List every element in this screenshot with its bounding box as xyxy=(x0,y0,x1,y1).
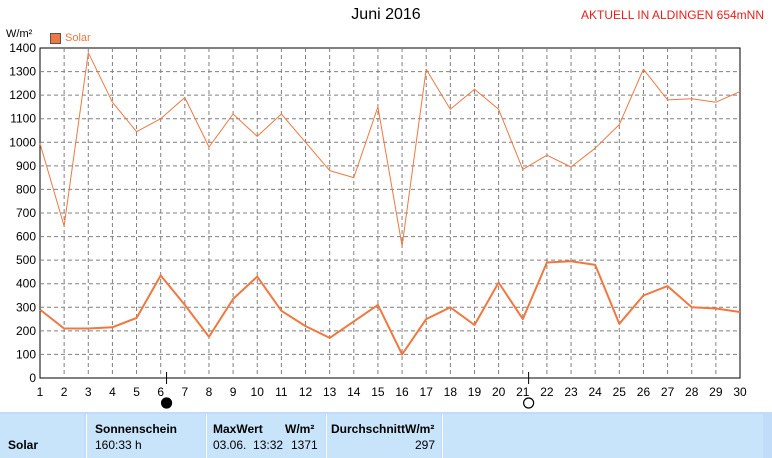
series-line-1 xyxy=(39,52,741,247)
maxwert-date: 03.06. 13:32 xyxy=(213,438,284,452)
legend-label-solar: Solar xyxy=(65,32,91,44)
durchschnitt-label: Durchschnitt xyxy=(331,422,406,436)
x-tick-label: 19 xyxy=(468,385,482,399)
y-tick-label: 1100 xyxy=(10,112,36,126)
x-tick-label: 22 xyxy=(540,385,554,399)
legend: Solar xyxy=(50,32,91,44)
maxwert-unit: W/m² xyxy=(285,422,315,436)
x-tick-label: 6 xyxy=(157,385,164,399)
maxwert-cell: MaxWert W/m² 03.06. 13:32 1371 xyxy=(206,414,325,458)
x-tick-label: 14 xyxy=(347,385,361,399)
durchschnitt-value: 297 xyxy=(415,438,436,452)
sonnenschein-label: Sonnenschein xyxy=(95,422,178,436)
y-tick-label: 200 xyxy=(16,324,36,338)
x-tick-label: 24 xyxy=(588,385,602,399)
x-tick-label: 28 xyxy=(685,385,699,399)
solar-chart: 0 100 200 300 400 500 600 700 800 900 1000 1100 1200… xyxy=(6,28,747,409)
x-tick-label: 30 xyxy=(733,385,747,399)
x-tick-label: 15 xyxy=(371,385,385,399)
x-tick-label: 23 xyxy=(564,385,578,399)
x-tick-label: 3 xyxy=(85,385,92,399)
x-tick-label: 9 xyxy=(230,385,237,399)
full-moon-icon xyxy=(523,397,535,409)
x-tick-label: 20 xyxy=(492,385,506,399)
x-tick-label: 26 xyxy=(637,385,651,399)
y-tick-label: 600 xyxy=(16,230,36,244)
y-tick-label: 1300 xyxy=(9,65,36,79)
y-tick-label: 900 xyxy=(16,159,36,173)
maxwert-value: 1371 xyxy=(291,438,318,452)
y-tick-label: 100 xyxy=(16,347,36,361)
x-tick-label: 4 xyxy=(109,385,116,399)
y-tick-label: 500 xyxy=(16,253,36,267)
x-tick-label: 7 xyxy=(181,385,188,399)
summary-footer: Solar Sonnenschein 160:33 h MaxWert W/m²… xyxy=(0,412,772,458)
x-tick-label: 5 xyxy=(133,385,140,399)
series-lines xyxy=(39,52,741,356)
empty-cell xyxy=(442,414,763,458)
x-tick-label: 21 xyxy=(516,385,530,399)
series-line-0 xyxy=(39,260,741,356)
y-axis-label: W/m² xyxy=(6,28,33,40)
y-tick-label: 1200 xyxy=(9,88,36,102)
x-tick-label: 11 xyxy=(275,385,288,399)
x-axis-ticks: 1 2 3 4 5 6 7 8 9 10 11 12 13 14 15 16 17 18 19 20 21 22 23 24 2… xyxy=(37,385,747,399)
row-label-cell: Solar xyxy=(0,414,84,458)
x-tick-label: 12 xyxy=(299,385,313,399)
y-axis-ticks: 0 100 200 300 400 500 600 700 800 900 1000 1100 1200… xyxy=(9,41,36,385)
y-tick-label: 300 xyxy=(16,300,36,314)
y-tick-label: 700 xyxy=(16,206,36,220)
durchschnitt-unit: W/m² xyxy=(405,422,435,436)
location-label: AKTUELL IN ALDINGEN 654mNN xyxy=(581,8,764,22)
x-tick-label: 10 xyxy=(251,385,265,399)
moon-markers xyxy=(160,372,535,409)
durchschnitt-cell: Durchschnitt W/m² 297 xyxy=(326,414,441,458)
x-tick-label: 17 xyxy=(420,385,434,399)
new-moon-icon xyxy=(160,397,173,409)
x-tick-label: 1 xyxy=(37,385,44,399)
x-tick-label: 8 xyxy=(206,385,213,399)
chart-title: Juni 2016 xyxy=(351,6,421,23)
x-tick-label: 2 xyxy=(61,385,68,399)
row-label: Solar xyxy=(8,438,39,452)
chart-grid xyxy=(39,47,741,379)
sonnenschein-cell: Sonnenschein 160:33 h xyxy=(86,414,205,458)
legend-swatch-solar xyxy=(50,32,61,44)
x-tick-label: 29 xyxy=(709,385,723,399)
x-tick-label: 16 xyxy=(395,385,409,399)
y-tick-label: 1400 xyxy=(9,41,36,55)
x-tick-label: 13 xyxy=(323,385,337,399)
maxwert-label: MaxWert xyxy=(213,422,263,436)
x-tick-label: 18 xyxy=(444,385,458,399)
sonnenschein-value: 160:33 h xyxy=(95,438,142,452)
x-tick-label: 27 xyxy=(661,385,675,399)
y-tick-label: 0 xyxy=(29,371,36,385)
x-tick-label: 25 xyxy=(613,385,627,399)
y-tick-label: 1000 xyxy=(9,135,36,149)
y-tick-label: 400 xyxy=(16,277,36,291)
y-tick-label: 800 xyxy=(16,182,36,196)
